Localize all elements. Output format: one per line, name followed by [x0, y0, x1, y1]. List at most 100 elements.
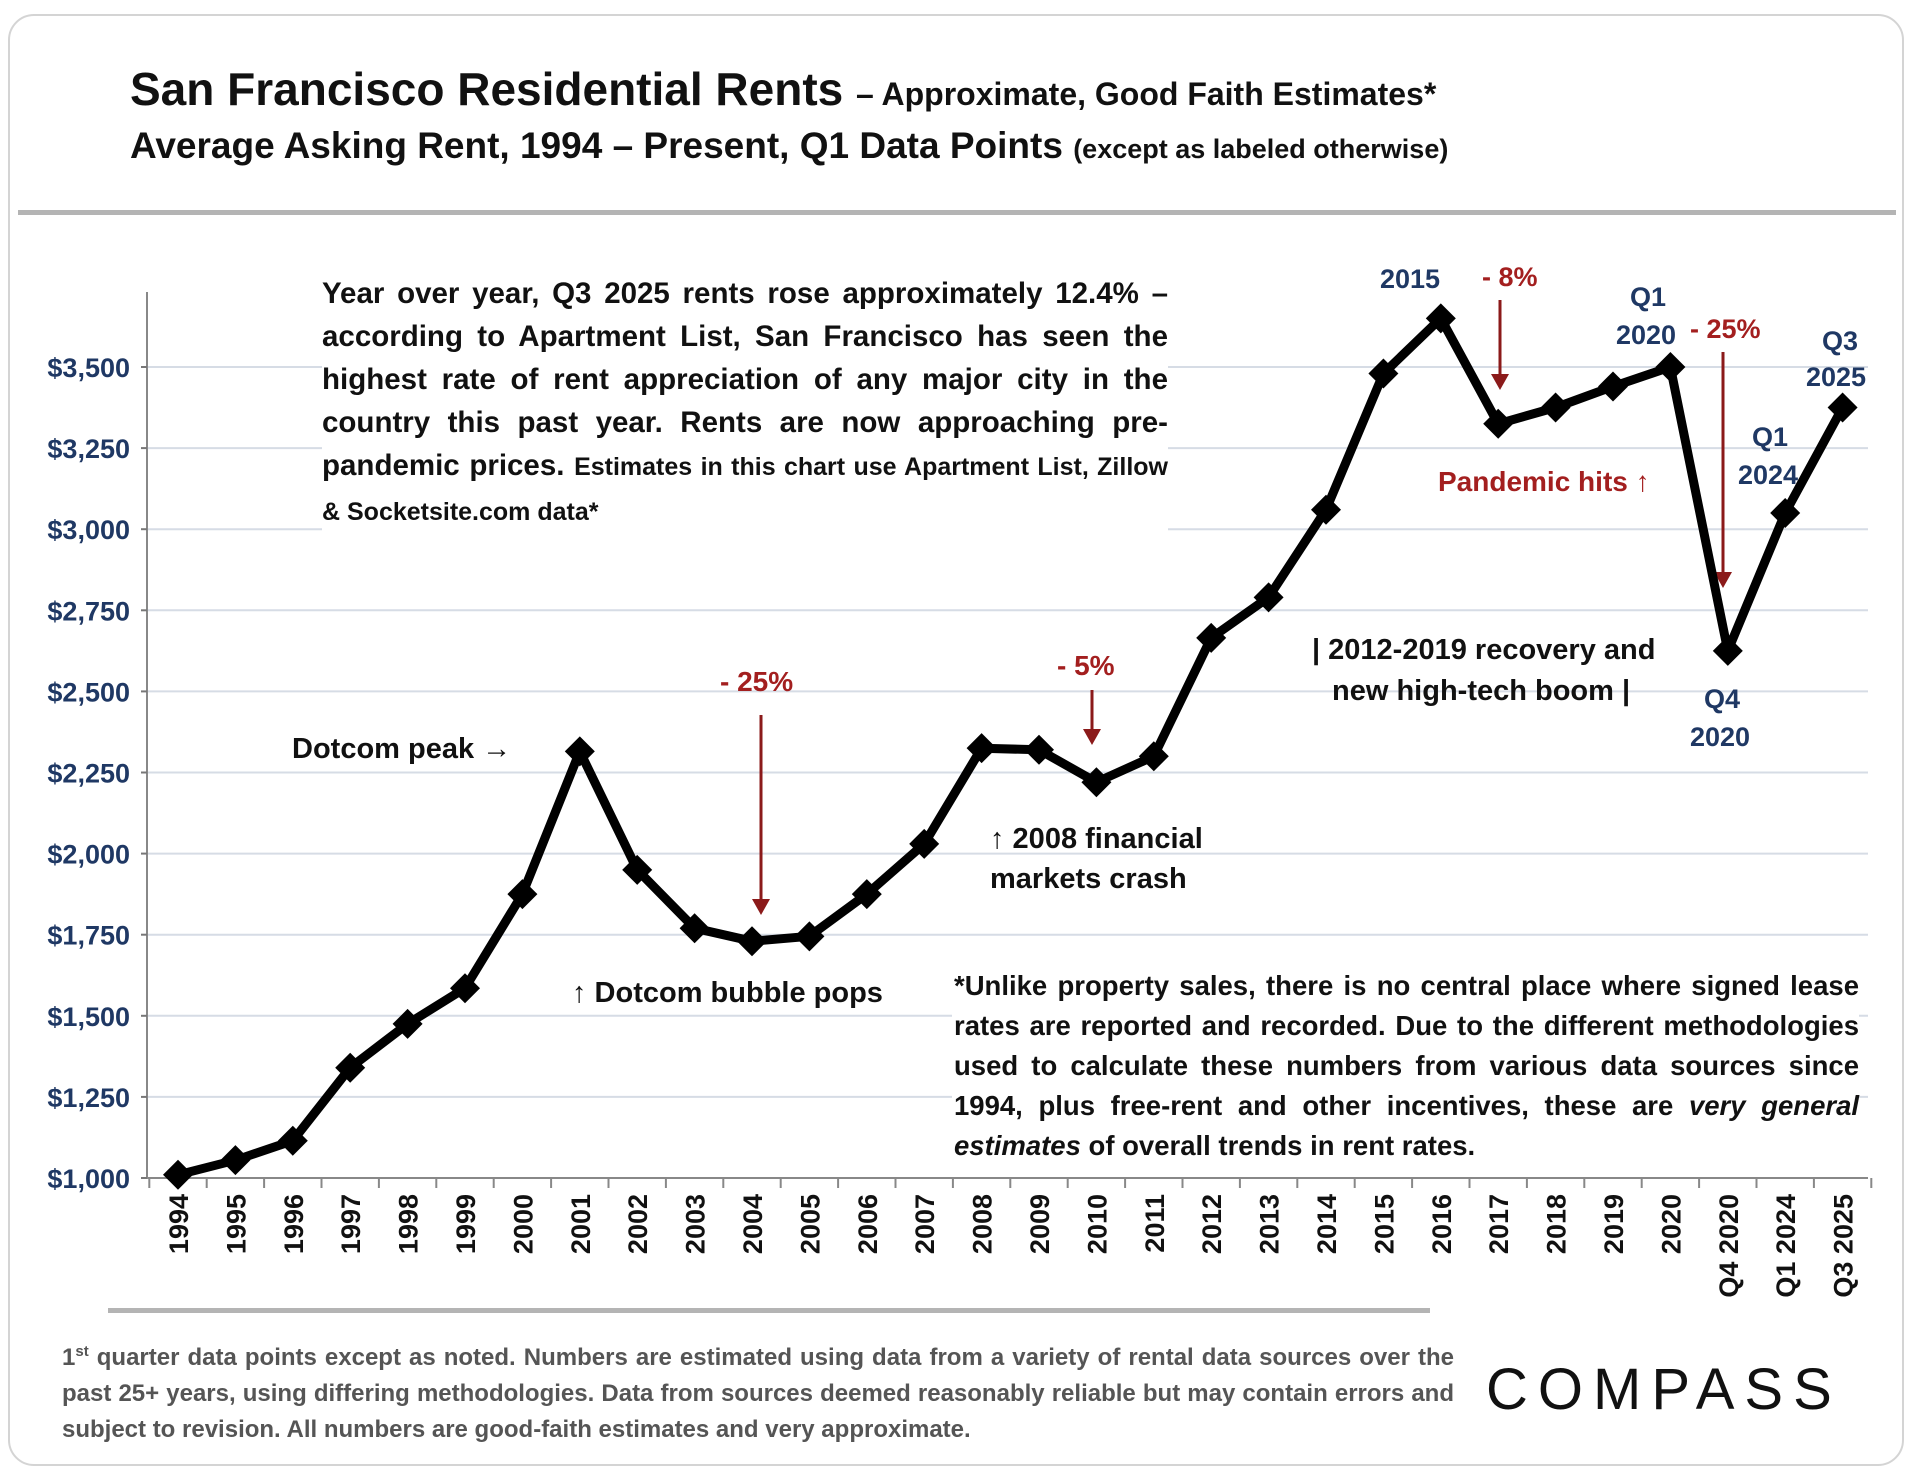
arrow-2010-head: [1083, 729, 1101, 745]
annotation-dotcom-peak: Dotcom peak →: [292, 733, 512, 765]
x-tick-label: 2003: [681, 1194, 711, 1254]
y-axis-ticks: $1,000 $1,250 $1,500 $1,750 $2,000 $2,250 $2,5…: [47, 353, 147, 1194]
x-tick-label: 2018: [1542, 1194, 1572, 1254]
x-tick-label: 2005: [795, 1194, 825, 1254]
arrow-2017-head: [1491, 374, 1509, 390]
y-tick-label: $3,250: [47, 434, 130, 464]
y-tick-label: $2,000: [47, 840, 130, 870]
methodology-note: *Unlike property sales, there is no cent…: [952, 966, 1859, 1166]
x-tick-label: 2008: [968, 1194, 998, 1254]
x-tick-label: 1995: [221, 1194, 251, 1254]
x-tick-label: 2012: [1197, 1194, 1227, 1254]
drop-arrows: [752, 300, 1732, 915]
data-point-Q4-2020: [1712, 635, 1743, 666]
x-tick-label: 1998: [394, 1194, 424, 1254]
data-point-2001: [564, 736, 595, 767]
point-label-q1-2020-a: Q1: [1630, 282, 1667, 312]
data-point-2016: [1425, 303, 1456, 334]
x-tick-label: 2002: [623, 1194, 653, 1254]
y-tick-label: $2,500: [47, 677, 130, 707]
x-tick-label: Q4 2020: [1714, 1194, 1744, 1298]
point-label-2015: 2015: [1380, 264, 1441, 294]
point-label-q4-2020-b: 2020: [1690, 722, 1751, 752]
data-point-2007: [909, 828, 940, 859]
x-tick-label: 2000: [508, 1194, 538, 1254]
x-tick-label: 1999: [451, 1194, 481, 1254]
x-tick-label: 2011: [1140, 1194, 1170, 1253]
data-points: [163, 303, 1858, 1190]
data-point-2009: [1024, 734, 1054, 765]
data-point-2005: [794, 921, 825, 952]
data-point-2002: [622, 854, 653, 885]
x-tick-label: 2020: [1656, 1194, 1686, 1254]
x-tick-label: 2019: [1599, 1194, 1629, 1254]
annotation-financial-crash-1: ↑ 2008 financial: [990, 823, 1203, 855]
x-tick-label: Q1 2024: [1771, 1194, 1801, 1298]
footer-divider: [108, 1308, 1430, 1313]
data-point-Q1-2024: [1770, 497, 1801, 528]
compass-logo: COMPASS: [1486, 1357, 1842, 1422]
point-label-q1-2024-a: Q1: [1752, 422, 1789, 452]
drop-label-2004: - 25%: [720, 666, 794, 697]
point-label-q3-2025-b: 2025: [1806, 362, 1867, 392]
x-tick-label: 2007: [910, 1194, 940, 1254]
data-point-2006: [851, 879, 882, 910]
x-tick-label: 1996: [279, 1194, 309, 1254]
x-tick-label: 2006: [853, 1194, 883, 1254]
arrow-2004-head: [752, 899, 770, 915]
data-point-1998: [392, 1008, 423, 1039]
x-tick-label: 2004: [738, 1194, 768, 1254]
data-point-2019: [1598, 371, 1628, 402]
x-tick-label: 1997: [336, 1194, 366, 1254]
y-tick-label: $2,250: [47, 759, 130, 789]
annotation-recovery-1: | 2012-2019 recovery and: [1312, 634, 1656, 666]
y-tick-label: $1,500: [47, 1002, 130, 1032]
data-point-Q3-2025: [1827, 392, 1858, 423]
data-point-1997: [335, 1052, 366, 1083]
x-tick-label: 2015: [1369, 1194, 1399, 1254]
data-point-1999: [450, 973, 480, 1004]
x-tick-label: 2017: [1484, 1194, 1514, 1254]
x-tick-label: Q3 2025: [1829, 1194, 1859, 1298]
data-point-2003: [679, 913, 710, 944]
chart-card: [8, 14, 1904, 1466]
y-tick-label: $1,250: [47, 1083, 130, 1113]
data-point-2018: [1540, 392, 1571, 423]
data-point-2000: [507, 879, 538, 910]
y-tick-label: $3,500: [47, 353, 130, 383]
arrow-2020-head: [1714, 572, 1732, 588]
annotation-pandemic-hits: Pandemic hits ↑: [1438, 466, 1650, 497]
annotation-dotcom-pops: ↑ Dotcom bubble pops: [572, 977, 883, 1009]
data-point-2013: [1253, 582, 1284, 613]
data-point-2012: [1196, 622, 1227, 653]
axes: [146, 292, 1868, 1179]
x-axis-ticks: 1994 1995 1996 1997 1998 1999 2000 2001 2002 2003…: [148, 1178, 1873, 1298]
data-point-2020: [1655, 352, 1686, 382]
data-point-2011: [1138, 741, 1169, 772]
y-tick-label: $1,750: [47, 921, 130, 951]
yoy-note: Year over year, Q3 2025 rents rose appro…: [322, 272, 1168, 534]
data-point-2004: [737, 926, 767, 957]
data-point-1995: [220, 1145, 251, 1176]
x-tick-label: 2014: [1312, 1194, 1342, 1254]
annotation-recovery-2: new high-tech boom |: [1332, 675, 1631, 707]
point-label-q3-2025-a: Q3: [1822, 326, 1859, 356]
header-divider: [18, 210, 1896, 215]
y-tick-label: $1,000: [47, 1164, 130, 1194]
annotation-financial-crash-2: markets crash: [990, 863, 1187, 895]
x-tick-label: 2001: [566, 1194, 596, 1254]
y-tick-label: $3,000: [47, 515, 130, 545]
data-point-1996: [277, 1125, 308, 1156]
chart-title: San Francisco Residential Rents – Approx…: [130, 63, 1437, 115]
x-tick-label: 2010: [1082, 1194, 1112, 1254]
point-label-q4-2020-a: Q4: [1704, 684, 1741, 714]
point-label-q1-2024-b: 2024: [1738, 460, 1799, 490]
y-tick-label: $2,750: [47, 596, 130, 626]
data-point-2017: [1483, 408, 1514, 439]
drop-label-2010: - 5%: [1057, 650, 1115, 681]
footer-disclaimer: 1st quarter data points except as noted.…: [62, 1343, 1454, 1443]
data-point-2010: [1081, 767, 1112, 798]
drop-label-2020: - 25%: [1690, 314, 1761, 344]
x-tick-label: 1994: [164, 1194, 194, 1254]
